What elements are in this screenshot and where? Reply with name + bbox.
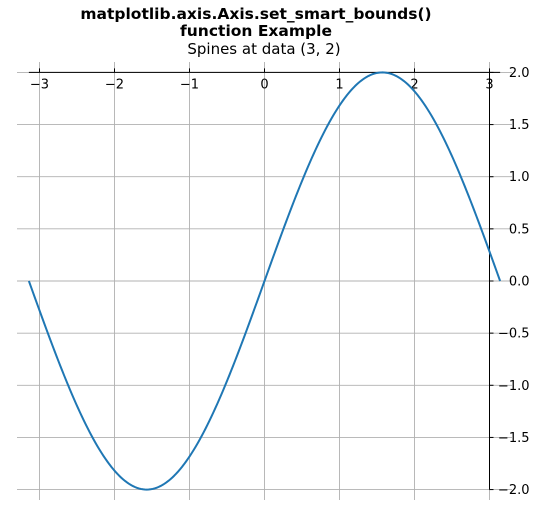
- x-tick-label: −2: [105, 77, 124, 92]
- chart-title-line-1: matplotlib.axis.Axis.set_smart_bounds(): [80, 5, 432, 23]
- chart-subtitle: Spines at data (3, 2): [187, 40, 341, 58]
- x-tick-label: 2: [410, 77, 418, 92]
- x-tick-label: −3: [30, 77, 49, 92]
- y-tick-label: −0.5: [498, 327, 530, 342]
- x-tick-label: 0: [260, 77, 268, 92]
- data-series: [27, 71, 502, 491]
- y-tick-label: 0.0: [509, 275, 530, 290]
- axis-ticks: −3 −2 −1 0 1 2 3 2.0 1.5 1.0 0.5 0.0 −0.5 −1.0 −1.5 −2.…: [30, 66, 530, 498]
- series-line: [27, 71, 502, 491]
- chart-title-line-2: function Example: [180, 22, 332, 40]
- y-tick-label: −1.5: [498, 431, 530, 446]
- y-tick-label: 1.0: [509, 170, 530, 185]
- x-tick-label: 1: [335, 77, 343, 92]
- y-tick-label: 1.5: [509, 118, 530, 133]
- y-tick-label: 0.5: [509, 222, 530, 237]
- x-tick-label: 3: [485, 77, 493, 92]
- y-tick-label: −2.0: [498, 483, 530, 498]
- y-tick-label: 2.0: [509, 66, 530, 81]
- x-tick-label: −1: [180, 77, 199, 92]
- y-tick-label: −1.0: [498, 379, 530, 394]
